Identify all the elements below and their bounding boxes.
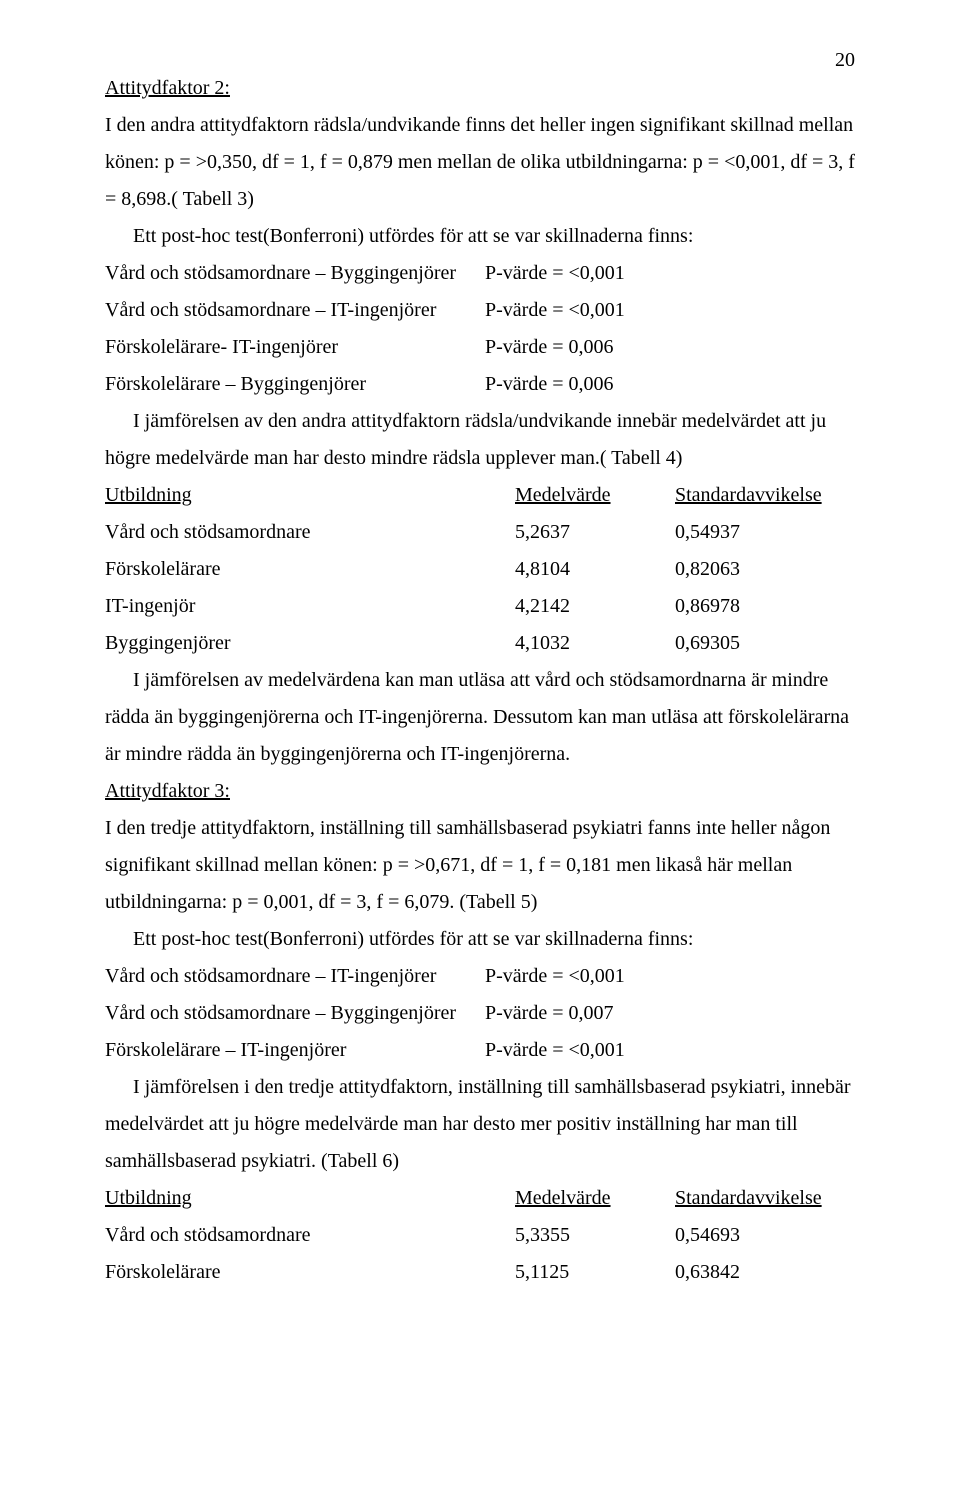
posthoc-label: Förskolelärare – Byggingenjörer: [105, 366, 485, 403]
table-row: Byggingenjörer 4,1032 0,69305: [105, 625, 855, 662]
page-number: 20: [835, 42, 855, 79]
section2-posthoc-intro: Ett post-hoc test(Bonferroni) utfördes f…: [105, 218, 855, 255]
table-cell: 0,63842: [675, 1254, 740, 1291]
section2-paragraph-3: I jämförelsen av den andra attitydfaktor…: [105, 403, 855, 477]
posthoc-label: Vård och stödsamordnare – IT-ingenjörer: [105, 292, 485, 329]
table-header-utbildning: Utbildning: [105, 477, 515, 514]
posthoc-value: P-värde = 0,007: [485, 995, 613, 1032]
table-cell: 4,1032: [515, 625, 675, 662]
posthoc-value: P-värde = <0,001: [485, 292, 625, 329]
posthoc-value: P-värde = <0,001: [485, 255, 625, 292]
table-header-std: Standardavvikelse: [675, 1180, 822, 1217]
table-cell: 0,54937: [675, 514, 740, 551]
posthoc-label: Förskolelärare- IT-ingenjörer: [105, 329, 485, 366]
posthoc-row: Vård och stödsamordnare – IT-ingenjörer …: [105, 292, 855, 329]
table-header-utbildning: Utbildning: [105, 1180, 515, 1217]
table-header-row: Utbildning Medelvärde Standardavvikelse: [105, 477, 855, 514]
posthoc-value: P-värde = 0,006: [485, 329, 613, 366]
posthoc-row: Förskolelärare- IT-ingenjörer P-värde = …: [105, 329, 855, 366]
table-cell: 4,2142: [515, 588, 675, 625]
posthoc-label: Vård och stödsamordnare – Byggingenjörer: [105, 995, 485, 1032]
section3-paragraph-1: I den tredje attitydfaktorn, inställning…: [105, 810, 855, 921]
table-cell: 0,86978: [675, 588, 740, 625]
table-row: Förskolelärare 5,1125 0,63842: [105, 1254, 855, 1291]
table-row: Vård och stödsamordnare 5,2637 0,54937: [105, 514, 855, 551]
posthoc-label: Vård och stödsamordnare – IT-ingenjörer: [105, 958, 485, 995]
table-header-row: Utbildning Medelvärde Standardavvikelse: [105, 1180, 855, 1217]
table-cell: 5,3355: [515, 1217, 675, 1254]
section2-paragraph-4: I jämförelsen av medelvärdena kan man ut…: [105, 662, 855, 773]
posthoc-label: Vård och stödsamordnare – Byggingenjörer: [105, 255, 485, 292]
document-body: Attitydfaktor 2: I den andra attitydfakt…: [105, 70, 855, 1291]
table-cell: 4,8104: [515, 551, 675, 588]
section-heading-factor-3: Attitydfaktor 3:: [105, 773, 855, 810]
section3-posthoc-intro: Ett post-hoc test(Bonferroni) utfördes f…: [105, 921, 855, 958]
table-cell: Förskolelärare: [105, 551, 515, 588]
posthoc-value: P-värde = <0,001: [485, 1032, 625, 1069]
posthoc-value: P-värde = <0,001: [485, 958, 625, 995]
table-row: Vård och stödsamordnare 5,3355 0,54693: [105, 1217, 855, 1254]
posthoc-row: Förskolelärare – IT-ingenjörer P-värde =…: [105, 1032, 855, 1069]
table-cell: 0,82063: [675, 551, 740, 588]
table-header-std: Standardavvikelse: [675, 477, 822, 514]
table-cell: 5,2637: [515, 514, 675, 551]
section3-paragraph-3: I jämförelsen i den tredje attitydfaktor…: [105, 1069, 855, 1180]
posthoc-row: Vård och stödsamordnare – Byggingenjörer…: [105, 995, 855, 1032]
table-header-medelvarde: Medelvärde: [515, 477, 675, 514]
table-row: Förskolelärare 4,8104 0,82063: [105, 551, 855, 588]
section-heading-factor-2: Attitydfaktor 2:: [105, 70, 855, 107]
table-cell: Byggingenjörer: [105, 625, 515, 662]
table-cell: 0,69305: [675, 625, 740, 662]
table-row: IT-ingenjör 4,2142 0,86978: [105, 588, 855, 625]
posthoc-row: Vård och stödsamordnare – IT-ingenjörer …: [105, 958, 855, 995]
posthoc-label: Förskolelärare – IT-ingenjörer: [105, 1032, 485, 1069]
table-cell: Vård och stödsamordnare: [105, 514, 515, 551]
posthoc-row: Vård och stödsamordnare – Byggingenjörer…: [105, 255, 855, 292]
table-cell: 5,1125: [515, 1254, 675, 1291]
table-cell: IT-ingenjör: [105, 588, 515, 625]
table-cell: Vård och stödsamordnare: [105, 1217, 515, 1254]
table-header-medelvarde: Medelvärde: [515, 1180, 675, 1217]
table-cell: Förskolelärare: [105, 1254, 515, 1291]
section2-paragraph-1: I den andra attitydfaktorn rädsla/undvik…: [105, 107, 855, 218]
posthoc-value: P-värde = 0,006: [485, 366, 613, 403]
table-cell: 0,54693: [675, 1217, 740, 1254]
posthoc-row: Förskolelärare – Byggingenjörer P-värde …: [105, 366, 855, 403]
